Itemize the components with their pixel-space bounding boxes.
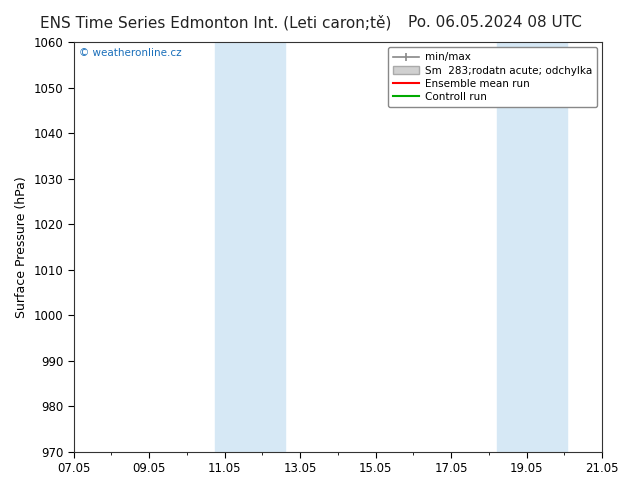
Text: © weatheronline.cz: © weatheronline.cz	[79, 48, 181, 58]
Y-axis label: Surface Pressure (hPa): Surface Pressure (hPa)	[15, 176, 28, 318]
Text: Po. 06.05.2024 08 UTC: Po. 06.05.2024 08 UTC	[408, 15, 581, 30]
Legend: min/max, Sm  283;rodatn acute; odchylka, Ensemble mean run, Controll run: min/max, Sm 283;rodatn acute; odchylka, …	[388, 47, 597, 107]
Bar	[215, 42, 285, 452]
Text: ENS Time Series Edmonton Int. (Leti caron;tě): ENS Time Series Edmonton Int. (Leti caro…	[40, 15, 391, 30]
Bar	[496, 42, 567, 452]
